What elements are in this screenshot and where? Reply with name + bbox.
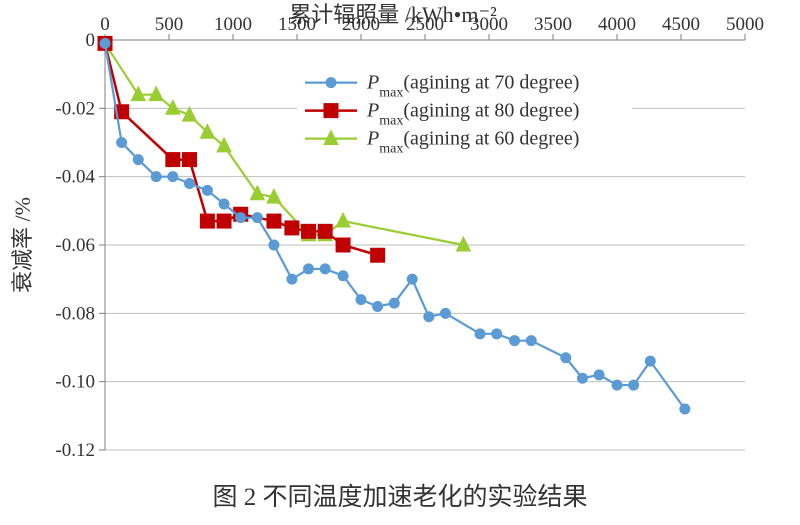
y-tick-label: -0.04 bbox=[55, 167, 95, 188]
x-tick-label: 4000 bbox=[598, 14, 636, 35]
x-tick-label: 500 bbox=[155, 14, 184, 35]
y-tick-label: -0.02 bbox=[55, 98, 95, 119]
y-axis-title: 衰减率 /% bbox=[10, 197, 35, 293]
x-tick-label: 4500 bbox=[662, 14, 700, 35]
x-tick-label: 5000 bbox=[726, 14, 764, 35]
y-tick-label: -0.08 bbox=[55, 303, 95, 324]
svg-text:衰减率 /%: 衰减率 /% bbox=[10, 197, 35, 293]
x-tick-label: 0 bbox=[100, 14, 110, 35]
y-tick-label: -0.06 bbox=[55, 235, 95, 256]
y-tick-label: 0 bbox=[86, 30, 96, 51]
line-chart: 0500100015002000250030003500400045005000… bbox=[0, 0, 800, 525]
y-tick-label: -0.12 bbox=[55, 440, 95, 461]
y-tick-label: -0.10 bbox=[55, 372, 95, 393]
legend: Pmax(agining at 70 degree)Pmax(agining a… bbox=[297, 65, 632, 159]
x-tick-label: 3500 bbox=[534, 14, 572, 35]
x-axis-title: 累计辐照量 /kWh•m⁻² bbox=[289, 2, 497, 27]
chart-caption: 图 2 不同温度加速老化的实验结果 bbox=[212, 483, 587, 511]
x-tick-label: 1000 bbox=[214, 14, 252, 35]
